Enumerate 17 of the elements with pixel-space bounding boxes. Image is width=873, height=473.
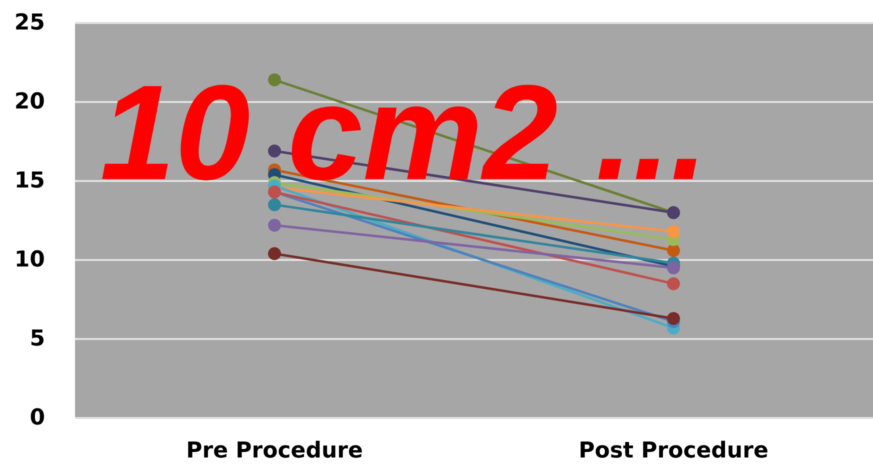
x-tick-label: Post Procedure <box>578 438 768 464</box>
y-tick-label: 10 <box>14 248 45 272</box>
x-tick-label: Pre Procedure <box>186 438 363 464</box>
point <box>667 225 680 238</box>
point <box>268 144 281 158</box>
point <box>268 218 281 232</box>
point <box>268 247 281 260</box>
y-tick-label: 0 <box>30 406 45 430</box>
y-tick-label: 5 <box>30 326 45 352</box>
point <box>268 73 281 86</box>
point <box>268 198 281 212</box>
point <box>667 277 680 290</box>
point <box>667 244 680 258</box>
y-tick-label: 20 <box>14 90 45 114</box>
point <box>667 312 680 325</box>
y-tick-label: 25 <box>14 10 45 36</box>
y-tick-label: 15 <box>14 168 45 194</box>
